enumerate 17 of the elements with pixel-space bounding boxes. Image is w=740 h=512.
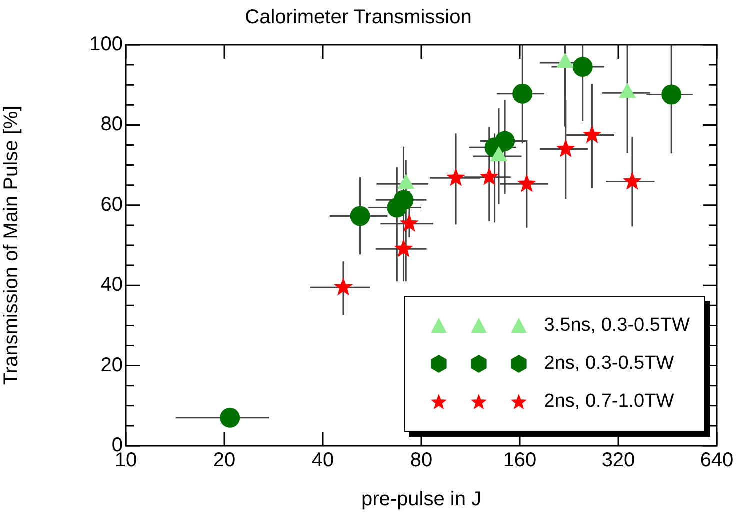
x-tick-label: 20: [213, 450, 236, 472]
x-tick-label: 160: [503, 450, 537, 472]
legend-label: 3.5ns, 0.3-0.5TW: [544, 315, 690, 336]
x-tick-label: 640: [700, 450, 734, 472]
x-tick-label: 80: [410, 450, 433, 472]
y-tick-label: 20: [100, 354, 123, 376]
y-tick-label: 80: [100, 114, 123, 136]
y-tick-label: 100: [90, 34, 123, 56]
x-tick-label: 320: [602, 450, 636, 472]
y-axis-title: Transmission of Main Pulse [%]: [0, 106, 23, 386]
x-tick-label: 40: [312, 450, 334, 472]
legend-label: 2ns, 0.7-1.0TW: [544, 391, 674, 412]
y-tick-label: 40: [100, 274, 123, 296]
x-axis-title: pre-pulse in J: [361, 488, 482, 511]
legend-label: 2ns, 0.3-0.5TW: [544, 353, 674, 374]
chart-title: Calorimeter Transmission: [245, 6, 472, 29]
y-tick-label: 60: [100, 194, 123, 216]
